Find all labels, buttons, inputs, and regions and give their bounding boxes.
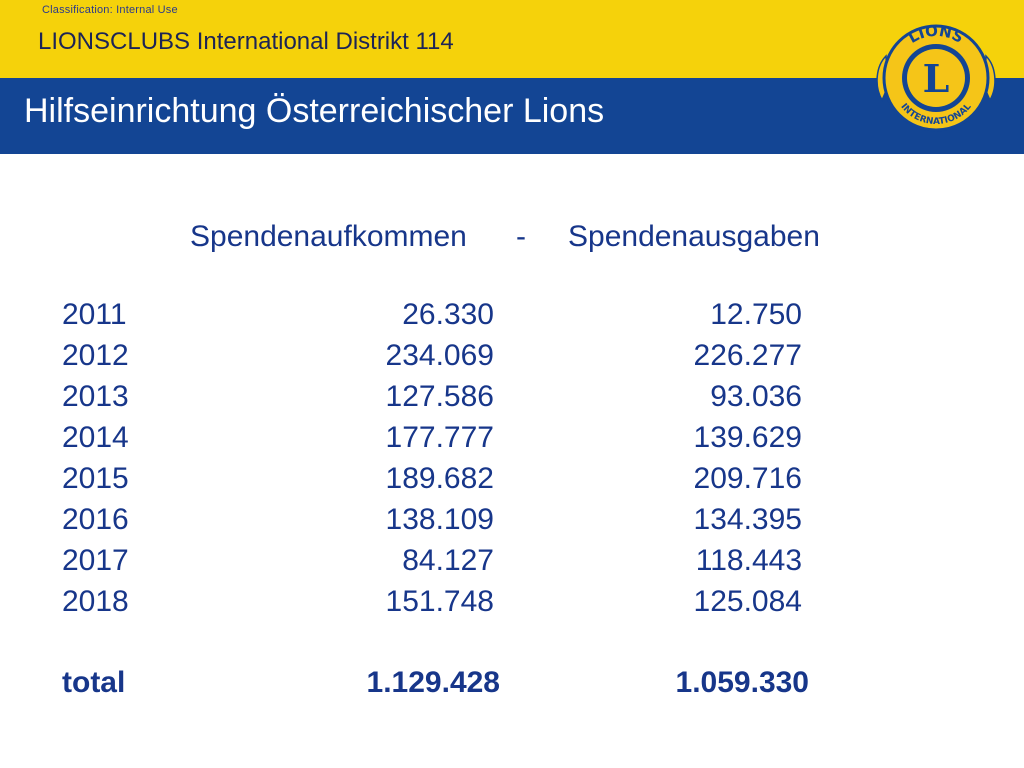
expenses-cell: 125.084 — [693, 585, 802, 618]
expenses-cell: 209.716 — [693, 462, 802, 495]
title-bar — [0, 78, 1024, 154]
year-cell: 2012 — [62, 339, 129, 372]
income-cell: 84.127 — [402, 544, 494, 577]
header-separator: - — [516, 220, 526, 253]
year-cell: 2015 — [62, 462, 129, 495]
table-row: 2017 84.127 118.443 — [0, 544, 1024, 584]
classification-label: Classification: Internal Use — [42, 4, 178, 16]
table-row: 2011 26.330 12.750 — [0, 298, 1024, 338]
total-income: 1.129.428 — [366, 666, 500, 699]
table-row: 2015 189.682 209.716 — [0, 462, 1024, 502]
expenses-cell: 12.750 — [710, 298, 802, 331]
expenses-cell: 134.395 — [693, 503, 802, 536]
year-cell: 2011 — [62, 298, 127, 331]
income-cell: 26.330 — [402, 298, 494, 331]
total-label: total — [62, 666, 126, 699]
expenses-cell: 118.443 — [695, 544, 802, 577]
year-cell: 2013 — [62, 380, 129, 413]
income-cell: 138.109 — [385, 503, 494, 536]
expenses-cell: 93.036 — [710, 380, 802, 413]
year-cell: 2016 — [62, 503, 129, 536]
table-row: 2013 127.586 93.036 — [0, 380, 1024, 420]
income-cell: 234.069 — [385, 339, 494, 372]
total-row: total 1.129.428 1.059.330 — [0, 666, 1024, 706]
income-cell: 151.748 — [385, 585, 494, 618]
header-income: Spendenaufkommen — [190, 220, 467, 253]
year-cell: 2017 — [62, 544, 129, 577]
district-name: LIONSCLUBS International Distrikt 114 — [38, 28, 454, 55]
header-expenses: Spendenausgaben — [568, 220, 820, 253]
income-cell: 189.682 — [385, 462, 494, 495]
income-cell: 127.586 — [385, 380, 494, 413]
total-expenses: 1.059.330 — [675, 666, 809, 699]
table-row: 2016 138.109 134.395 — [0, 503, 1024, 543]
table-row: 2018 151.748 125.084 — [0, 585, 1024, 625]
expenses-cell: 226.277 — [693, 339, 802, 372]
table-header: Spendenaufkommen - Spendenausgaben — [0, 220, 1024, 260]
lions-logo: LIONS INTERNATIONAL L — [876, 22, 996, 132]
slide-title: Hilfseinrichtung Österreichischer Lions — [24, 92, 605, 130]
income-cell: 177.777 — [385, 421, 494, 454]
year-cell: 2014 — [62, 421, 129, 454]
year-cell: 2018 — [62, 585, 129, 618]
table-row: 2012 234.069 226.277 — [0, 339, 1024, 379]
expenses-cell: 139.629 — [693, 421, 802, 454]
table-row: 2014 177.777 139.629 — [0, 421, 1024, 461]
header-bar — [0, 0, 1024, 78]
logo-letter: L — [923, 56, 950, 101]
